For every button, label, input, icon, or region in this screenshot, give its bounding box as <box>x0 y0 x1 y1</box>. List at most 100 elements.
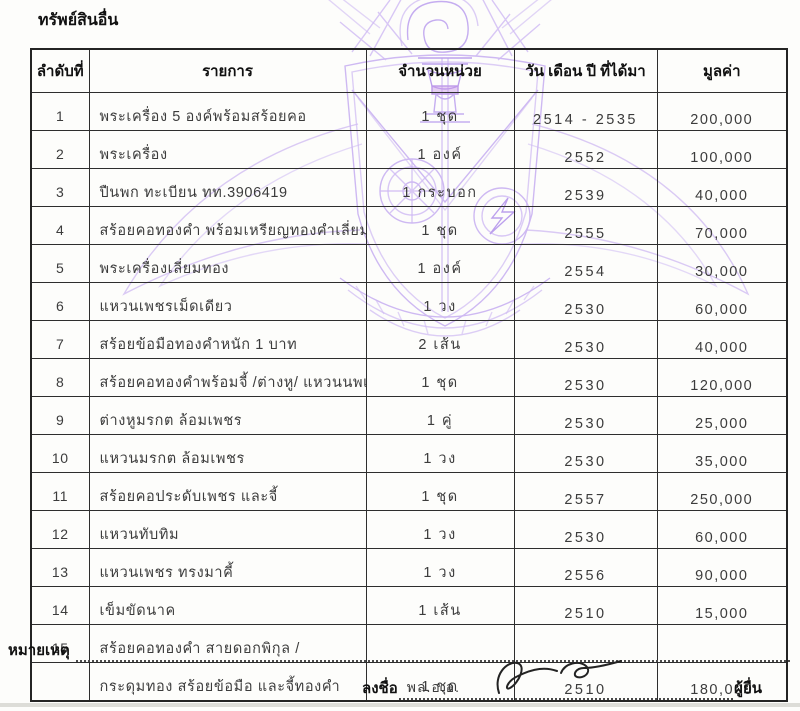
row-date: 2552 <box>513 130 658 169</box>
table-row: 5 พระเครื่องเลี่ยมทอง 1 องค์ 2554 30,000 <box>30 244 788 283</box>
row-item: สร้อยคอประดับเพชร และจี้ <box>88 472 367 511</box>
row-item: ปืนพก ทะเบียน ทท.3906419 <box>88 168 367 207</box>
row-value: 25,000 <box>656 396 788 435</box>
row-item: ต่างหูมรกต ล้อมเพชร <box>88 396 367 435</box>
table-row: 12 แหวนทับทิม 1 วง 2530 60,000 <box>30 510 788 549</box>
table-row: กระดุมทอง สร้อยข้อมือ และจี้ทองคำ 1 ชุด … <box>30 662 788 702</box>
table-row: 10 แหวนมรกต ล้อมเพชร 1 วง 2530 35,000 <box>30 434 788 473</box>
row-item: แหวนเพชรเม็ดเดียว <box>88 282 367 321</box>
row-quantity: 1 ชุด <box>365 662 515 702</box>
row-number: 11 <box>30 472 90 511</box>
row-item: สร้อยข้อมือทองคำหนัก 1 บาท <box>88 320 367 359</box>
row-value: 60,000 <box>656 282 788 321</box>
row-date: 2555 <box>513 206 658 245</box>
row-date: 2539 <box>513 168 658 207</box>
table-row: 14 เข็มขัดนาค 1 เส้น 2510 15,000 <box>30 586 788 625</box>
row-date: 2556 <box>513 548 658 587</box>
row-date: 2514 - 2535 <box>513 92 658 131</box>
row-item: กระดุมทอง สร้อยข้อมือ และจี้ทองคำ <box>88 662 367 702</box>
row-value: 200,000 <box>656 92 788 131</box>
row-number: 10 <box>30 434 90 473</box>
row-value: 60,000 <box>656 510 788 549</box>
row-item: สร้อยคอทองคำ สายดอกพิกุล / <box>88 624 367 663</box>
row-date: 2530 <box>513 510 658 549</box>
row-number: 5 <box>30 244 90 283</box>
row-quantity: 1 องค์ <box>365 130 515 169</box>
row-date: 2530 <box>513 282 658 321</box>
table-row: 7 สร้อยข้อมือทองคำหนัก 1 บาท 2 เส้น 2530… <box>30 320 788 359</box>
row-value <box>656 624 788 663</box>
row-quantity: 1 ชุด <box>365 358 515 397</box>
note-dotted-line <box>75 644 790 662</box>
table-row: 13 แหวนเพชร ทรงมาคี้ 1 วง 2556 90,000 <box>30 548 788 587</box>
row-number: 12 <box>30 510 90 549</box>
row-item: พระเครื่องเลี่ยมทอง <box>88 244 367 283</box>
row-number: 7 <box>30 320 90 359</box>
table-row: 6 แหวนเพชรเม็ดเดียว 1 วง 2530 60,000 <box>30 282 788 321</box>
row-value: 40,000 <box>656 320 788 359</box>
row-quantity: 1 คู่ <box>365 396 515 435</box>
row-quantity: 1 วง <box>365 510 515 549</box>
row-item: แหวนเพชร ทรงมาคี้ <box>88 548 367 587</box>
row-quantity: 1 วง <box>365 282 515 321</box>
signature-role: ผู้ยื่น <box>734 680 762 697</box>
signature-label: ลงชื่อ <box>362 680 398 697</box>
row-quantity: 1 ชุด <box>365 92 515 131</box>
row-number: 15 <box>30 624 90 663</box>
table-row: 8 สร้อยคอทองคำพร้อมจี้ /ต่างหู/ แหวนนพเก… <box>30 358 788 397</box>
table-row: 9 ต่างหูมรกต ล้อมเพชร 1 คู่ 2530 25,000 <box>30 396 788 435</box>
row-number: 13 <box>30 548 90 587</box>
table-row: 11 สร้อยคอประดับเพชร และจี้ 1 ชุด 2557 2… <box>30 472 788 511</box>
table-row: 15 สร้อยคอทองคำ สายดอกพิกุล / <box>30 624 788 663</box>
row-date: 2554 <box>513 244 658 283</box>
row-value: 100,000 <box>656 130 788 169</box>
row-number: 9 <box>30 396 90 435</box>
row-quantity: 1 ชุด <box>365 472 515 511</box>
signature-scribble-icon <box>496 660 622 694</box>
row-date: 2510 <box>513 586 658 625</box>
header-sequence: ลำดับที่ <box>30 48 90 93</box>
row-item: พระเครื่อง 5 องค์พร้อมสร้อยคอ <box>88 92 367 131</box>
row-date <box>513 624 658 663</box>
note-label: หมายเหตุ <box>8 642 70 659</box>
row-item: พระเครื่อง <box>88 130 367 169</box>
signature-row: ลงชื่อ พล.อ.อ. ผู้ยื่น <box>362 660 762 700</box>
row-number <box>30 662 90 702</box>
row-number: 2 <box>30 130 90 169</box>
signature-rank: พล.อ.อ. <box>406 679 461 695</box>
table-row: 4 สร้อยคอทองคำ พร้อมเหรียญทองคำเลี่ยมทอง… <box>30 206 788 245</box>
table-header-row: ลำดับที่ รายการ จำนวนหน่วย วัน เดือน ปี … <box>30 48 788 93</box>
header-quantity: จำนวนหน่วย <box>365 48 515 93</box>
row-quantity: 2 เส้น <box>365 320 515 359</box>
row-quantity: 1 วง <box>365 548 515 587</box>
row-date: 2530 <box>513 358 658 397</box>
row-value: 15,000 <box>656 586 788 625</box>
row-item: แหวนมรกต ล้อมเพชร <box>88 434 367 473</box>
row-number: 6 <box>30 282 90 321</box>
page-title: ทรัพย์สินอื่น <box>38 12 119 29</box>
row-item: เข็มขัดนาค <box>88 586 367 625</box>
header-date-acquired: วัน เดือน ปี ที่ได้มา <box>513 48 658 93</box>
row-date: 2530 <box>513 320 658 359</box>
row-number: 1 <box>30 92 90 131</box>
row-date: 2530 <box>513 396 658 435</box>
row-value: 250,000 <box>656 472 788 511</box>
header-value: มูลค่า <box>656 48 788 93</box>
assets-table: ลำดับที่ รายการ จำนวนหน่วย วัน เดือน ปี … <box>30 48 788 702</box>
row-date: 2557 <box>513 472 658 511</box>
table-row: 3 ปืนพก ทะเบียน ทท.3906419 1 กระบอก 2539… <box>30 168 788 207</box>
row-number: 3 <box>30 168 90 207</box>
row-value: 120,000 <box>656 358 788 397</box>
note-row: หมายเหตุ <box>8 638 790 662</box>
table-row: 2 พระเครื่อง 1 องค์ 2552 100,000 <box>30 130 788 169</box>
row-value: 180,000 <box>656 662 788 702</box>
row-number: 8 <box>30 358 90 397</box>
row-value: 30,000 <box>656 244 788 283</box>
row-value: 35,000 <box>656 434 788 473</box>
row-number: 14 <box>30 586 90 625</box>
signature-dotted-line: พล.อ.อ. <box>398 660 734 700</box>
row-value: 40,000 <box>656 168 788 207</box>
row-item: สร้อยคอทองคำ พร้อมเหรียญทองคำเลี่ยมทอง <box>88 206 367 245</box>
row-value: 70,000 <box>656 206 788 245</box>
row-item: สร้อยคอทองคำพร้อมจี้ /ต่างหู/ แหวนนพเก้า <box>88 358 367 397</box>
